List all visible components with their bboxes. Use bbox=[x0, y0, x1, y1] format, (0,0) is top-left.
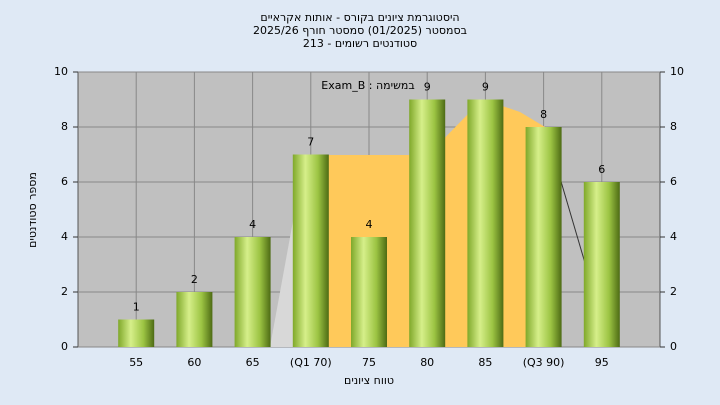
y-tick-label: 2 bbox=[61, 285, 68, 298]
y-tick-label: 8 bbox=[61, 120, 68, 133]
x-tick-label: 75 bbox=[362, 356, 376, 369]
y2-tick-label: 2 bbox=[670, 285, 677, 298]
y2-tick-label: 0 bbox=[670, 340, 677, 353]
data-label: 4 bbox=[366, 218, 373, 231]
chart-title: היסטוגרמת ציונים בקורס - אותות אקראיים bbox=[260, 11, 459, 24]
data-label: 2 bbox=[191, 273, 198, 286]
data-label: 9 bbox=[424, 81, 431, 94]
y-tick-label: 4 bbox=[61, 230, 68, 243]
chart-subtitle: סטודנטים רשומים - 213 bbox=[303, 37, 417, 50]
y2-tick-label: 8 bbox=[670, 120, 677, 133]
y-tick-label: 6 bbox=[61, 175, 68, 188]
data-label: 4 bbox=[249, 218, 256, 231]
x-tick-label: 55 bbox=[129, 356, 143, 369]
bar bbox=[351, 237, 387, 347]
bar bbox=[292, 154, 329, 347]
bar bbox=[409, 99, 446, 347]
data-label: 8 bbox=[540, 108, 547, 121]
data-label: 6 bbox=[598, 163, 605, 176]
x-axis-label: טווח ציונים bbox=[344, 374, 394, 387]
annotation: Exam_B : במשימה bbox=[321, 79, 414, 92]
x-tick-label: (Q3 90) bbox=[523, 356, 565, 369]
x-tick-label: 85 bbox=[478, 356, 492, 369]
x-tick-label: 60 bbox=[187, 356, 201, 369]
x-tick-label: 65 bbox=[246, 356, 260, 369]
bar bbox=[525, 127, 562, 347]
data-label: 1 bbox=[133, 301, 140, 314]
data-label: 9 bbox=[482, 81, 489, 94]
y-axis-label: מספר סטודנטים bbox=[26, 172, 39, 248]
y2-tick-label: 10 bbox=[670, 65, 684, 78]
x-tick-label: 80 bbox=[420, 356, 434, 369]
bar bbox=[176, 292, 213, 347]
x-tick-label: 95 bbox=[595, 356, 609, 369]
y-tick-label: 0 bbox=[61, 340, 68, 353]
y-tick-label: 10 bbox=[54, 65, 68, 78]
bar bbox=[467, 99, 504, 347]
y2-tick-label: 6 bbox=[670, 175, 677, 188]
bar bbox=[118, 319, 155, 347]
bar bbox=[583, 182, 620, 347]
chart-subtitle: בסמסטר (01/2025) סמסטר חורף 2025/26 bbox=[253, 24, 467, 37]
x-tick-label: (Q1 70) bbox=[290, 356, 332, 369]
y2-tick-label: 4 bbox=[670, 230, 677, 243]
bar bbox=[234, 237, 271, 347]
data-label: 7 bbox=[307, 136, 314, 149]
